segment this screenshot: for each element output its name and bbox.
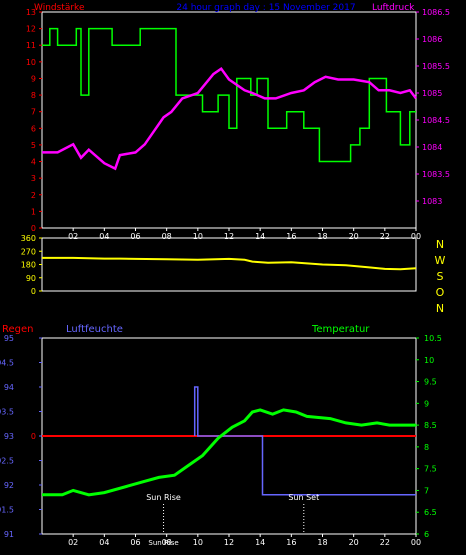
wind-tick-label: 1 [31, 207, 36, 216]
bottom-time-label: 02 [68, 538, 78, 547]
wind-tick-label: 2 [31, 191, 36, 200]
pressure-tick-label: 1085.5 [422, 62, 450, 71]
temperature-axis-title: Temperatur [311, 324, 370, 335]
top-time-label: 02 [68, 232, 78, 241]
humidity-tick-label: 94.5 [0, 359, 14, 368]
bottom-time-label: 14 [255, 538, 265, 547]
top-time-label: 04 [99, 232, 109, 241]
bottom-time-label: 06 [130, 538, 140, 547]
humidity-tick-label: 93 [4, 432, 14, 441]
temperature-tick-label: 8.5 [424, 421, 437, 430]
humidity-tick-label: 91 [4, 530, 14, 539]
pressure-line [42, 66, 417, 171]
humidity-tick-label: 92 [4, 481, 14, 490]
compass-letter: N [436, 302, 444, 315]
humidity-tick-label: 95 [4, 334, 14, 343]
wind-tick-label: 4 [31, 158, 36, 167]
compass-letter: W [435, 254, 446, 267]
direction-tick-label: 0 [31, 287, 36, 296]
temperature-tick-label: 6 [424, 530, 429, 539]
humidity-axis-title: Luftfeuchte [66, 324, 123, 335]
wind-tick-label: 7 [31, 108, 36, 117]
wind-tick-label: 8 [31, 91, 36, 100]
sunset-label: Sun Set [288, 493, 319, 502]
top-time-label: 18 [317, 232, 327, 241]
top-time-label: 10 [193, 232, 203, 241]
humidity-tick-label: 92.5 [0, 457, 14, 466]
temperature-line [42, 408, 416, 497]
wind-tick-label: 3 [31, 174, 36, 183]
temperature-tick-label: 9.5 [424, 378, 437, 387]
bottom-time-label: 00 [411, 538, 421, 547]
bottom-time-label: 04 [99, 538, 109, 547]
top-time-label: 12 [224, 232, 234, 241]
wind-tick-label: 11 [26, 41, 36, 50]
direction-plot-frame [41, 237, 417, 292]
top-time-label: 08 [162, 232, 172, 241]
humidity-tick-label: 94 [4, 383, 14, 392]
chart-title: 24 hour graph day : 15 November 2017 [176, 3, 355, 13]
sunrise-label: Sun Rise [146, 493, 181, 502]
bottom-time-label: 08 [162, 538, 172, 547]
bottom-time-label: 12 [224, 538, 234, 547]
top-time-label: 00 [411, 232, 421, 241]
temperature-tick-label: 10 [424, 356, 434, 365]
wind-tick-label: 13 [26, 8, 36, 17]
wind-axis-title: Windstärke [34, 3, 85, 13]
temperature-tick-label: 7.5 [424, 465, 437, 474]
direction-tick-label: 270 [21, 247, 36, 256]
wind-tick-label: 9 [31, 74, 36, 83]
sunrise-axis-label: Sun Rise [148, 539, 178, 547]
temperature-tick-label: 10.5 [424, 334, 442, 343]
wind-tick-label: 0 [31, 224, 36, 233]
direction-tick-label: 90 [26, 274, 36, 283]
pressure-tick-label: 1085 [422, 89, 442, 98]
humidity-tick-label: 93.5 [0, 408, 14, 417]
wind-tick-label: 6 [31, 124, 36, 133]
compass-letter: O [436, 286, 445, 299]
rain-tick-label: 0 [31, 432, 36, 441]
compass-letter: S [437, 270, 444, 283]
pressure-axis-title: Luftdruck [372, 3, 415, 13]
bottom-time-label: 16 [286, 538, 296, 547]
pressure-tick-label: 1084.5 [422, 116, 450, 125]
rain-axis-title: Regen [2, 324, 34, 335]
wind-direction-line [42, 256, 417, 271]
top-time-label: 20 [349, 232, 359, 241]
wind-tick-label: 5 [31, 141, 36, 150]
top-time-label: 22 [380, 232, 390, 241]
wind-tick-label: 12 [26, 25, 36, 34]
pressure-tick-label: 1086 [422, 35, 442, 44]
pressure-tick-label: 1086.5 [422, 8, 450, 17]
top-time-label: 06 [130, 232, 140, 241]
temperature-tick-label: 7 [424, 486, 429, 495]
bottom-time-label: 10 [193, 538, 203, 547]
humidity-tick-label: 91.5 [0, 506, 14, 515]
pressure-tick-label: 1084 [422, 143, 442, 152]
temperature-tick-label: 6.5 [424, 508, 437, 517]
humidity-line [193, 386, 416, 496]
temperature-tick-label: 8 [424, 443, 429, 452]
bottom-time-label: 20 [349, 538, 359, 547]
temperature-tick-label: 9 [424, 399, 429, 408]
top-time-label: 16 [286, 232, 296, 241]
bottom-time-label: 18 [317, 538, 327, 547]
top-time-label: 14 [255, 232, 265, 241]
pressure-tick-label: 1083.5 [422, 170, 450, 179]
bottom-time-label: 22 [380, 538, 390, 547]
pressure-tick-label: 1083 [422, 197, 442, 206]
wind-tick-label: 10 [26, 58, 36, 67]
direction-tick-label: 360 [21, 234, 36, 243]
direction-tick-label: 180 [21, 261, 36, 270]
compass-letter: N [436, 238, 444, 251]
wind-speed-line [42, 27, 416, 163]
